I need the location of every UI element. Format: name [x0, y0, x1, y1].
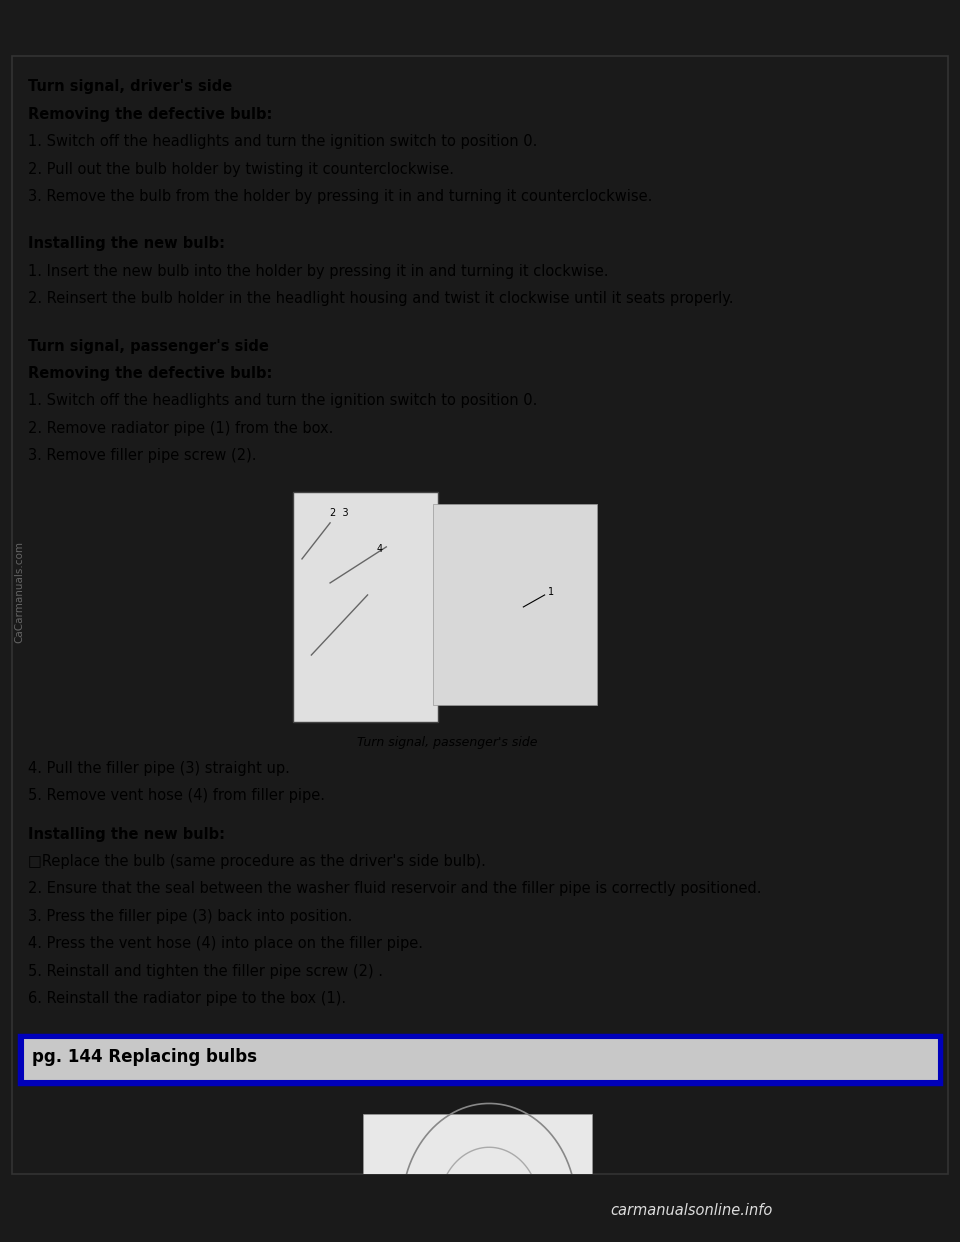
Bar — [293, 492, 438, 722]
Text: 4. Pull the filler pipe (3) straight up.: 4. Pull the filler pipe (3) straight up. — [29, 760, 290, 776]
Text: Removing the defective bulb:: Removing the defective bulb: — [29, 366, 273, 381]
Text: 4: 4 — [377, 544, 383, 554]
Text: 6. Reinstall the radiator pipe to the box (1).: 6. Reinstall the radiator pipe to the bo… — [29, 991, 347, 1006]
Text: 5. Reinstall and tighten the filler pipe screw (2) .: 5. Reinstall and tighten the filler pipe… — [29, 964, 383, 979]
Bar — [23, 1038, 939, 1081]
Text: 3. Remove filler pipe screw (2).: 3. Remove filler pipe screw (2). — [29, 448, 257, 463]
Text: 2. Remove radiator pipe (1) from the box.: 2. Remove radiator pipe (1) from the box… — [29, 421, 334, 436]
Text: Turn signal, passenger's side: Turn signal, passenger's side — [357, 737, 538, 749]
Text: 1: 1 — [548, 587, 554, 597]
Text: 2. Reinsert the bulb holder in the headlight housing and twist it clockwise unti: 2. Reinsert the bulb holder in the headl… — [29, 291, 733, 307]
Text: 2. Pull out the bulb holder by twisting it counterclockwise.: 2. Pull out the bulb holder by twisting … — [29, 161, 454, 176]
Text: 1. Switch off the headlights and turn the ignition switch to position 0.: 1. Switch off the headlights and turn th… — [29, 394, 538, 409]
Text: Turn signal, passenger's side: Turn signal, passenger's side — [29, 339, 269, 354]
Text: 4. Press the vent hose (4) into place on the filler pipe.: 4. Press the vent hose (4) into place on… — [29, 936, 423, 951]
Text: 2. Ensure that the seal between the washer fluid reservoir and the filler pipe i: 2. Ensure that the seal between the wash… — [29, 882, 762, 897]
Text: Installing the new bulb:: Installing the new bulb: — [29, 236, 226, 251]
Text: carmanualsonline.info: carmanualsonline.info — [610, 1203, 773, 1218]
Text: 1. Insert the new bulb into the holder by pressing it in and turning it clockwis: 1. Insert the new bulb into the holder b… — [29, 263, 609, 278]
Text: 3. Press the filler pipe (3) back into position.: 3. Press the filler pipe (3) back into p… — [29, 909, 352, 924]
Bar — [19, 1035, 941, 1084]
Text: □Replace the bulb (same procedure as the driver's side bulb).: □Replace the bulb (same procedure as the… — [29, 854, 487, 869]
Text: Removing the defective bulb:: Removing the defective bulb: — [29, 107, 273, 122]
Text: 1. Switch off the headlights and turn the ignition switch to position 0.: 1. Switch off the headlights and turn th… — [29, 134, 538, 149]
Text: 3. Remove the bulb from the holder by pressing it in and turning it counterclock: 3. Remove the bulb from the holder by pr… — [29, 189, 653, 204]
Bar — [363, 1114, 592, 1242]
Text: 2  3: 2 3 — [330, 508, 348, 518]
Bar — [433, 503, 597, 704]
Text: CaCarmanuals.com: CaCarmanuals.com — [14, 542, 24, 643]
Text: 5. Remove vent hose (4) from filler pipe.: 5. Remove vent hose (4) from filler pipe… — [29, 787, 325, 804]
Text: pg. 144 Replacing bulbs: pg. 144 Replacing bulbs — [32, 1048, 257, 1067]
Text: Installing the new bulb:: Installing the new bulb: — [29, 827, 226, 842]
Text: Turn signal, driver's side: Turn signal, driver's side — [29, 79, 232, 94]
